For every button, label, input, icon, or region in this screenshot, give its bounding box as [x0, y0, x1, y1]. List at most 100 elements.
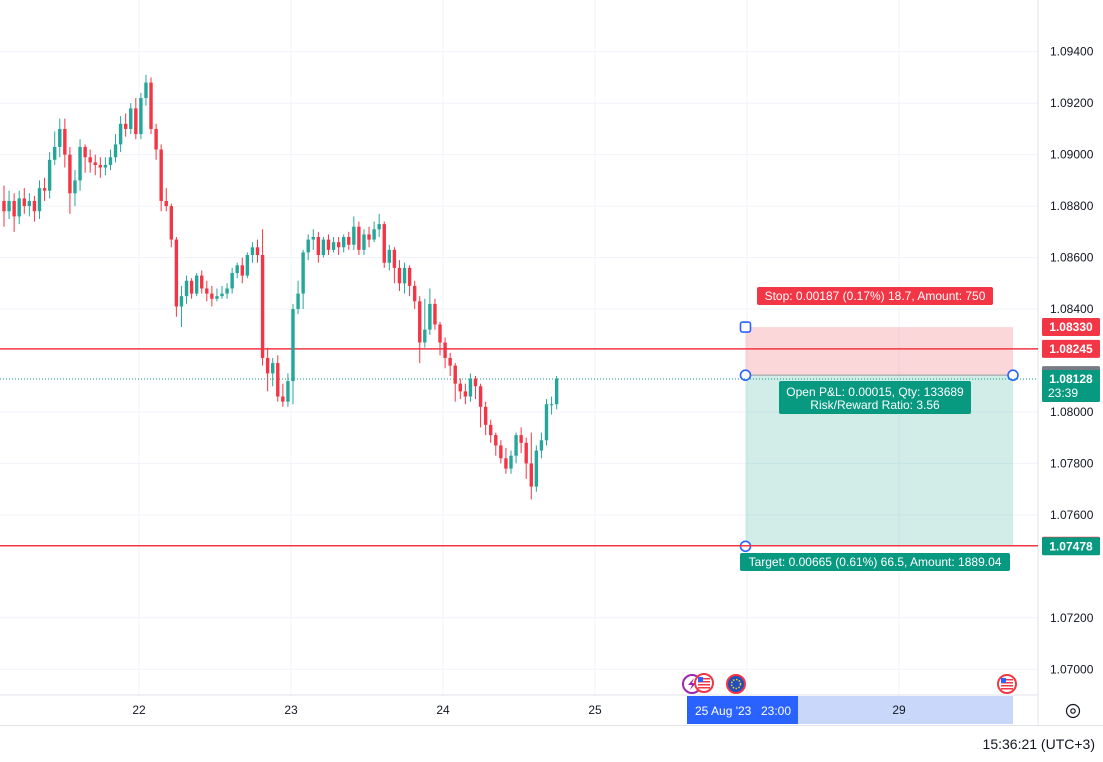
candle[interactable] [22, 188, 26, 214]
candle[interactable] [509, 450, 513, 474]
candle[interactable] [2, 185, 6, 227]
candle[interactable] [179, 285, 184, 328]
candle[interactable] [418, 296, 422, 364]
candle[interactable] [123, 113, 128, 137]
candle[interactable] [276, 355, 280, 402]
candle[interactable] [311, 229, 315, 250]
candle[interactable] [281, 383, 285, 407]
candle[interactable] [352, 216, 356, 250]
candle[interactable] [17, 190, 21, 225]
candle[interactable] [554, 375, 559, 410]
candle[interactable] [286, 373, 290, 407]
candle[interactable] [367, 226, 371, 248]
candle[interactable] [316, 231, 321, 263]
candle[interactable] [189, 278, 194, 299]
candle[interactable] [37, 180, 42, 219]
candle[interactable] [78, 139, 82, 191]
candle[interactable] [473, 375, 478, 400]
candle[interactable] [230, 267, 234, 294]
candle[interactable] [235, 262, 239, 279]
timezone-clock[interactable]: 15:36:21 (UTC+3) [982, 736, 1095, 752]
candle[interactable] [240, 257, 244, 284]
candle[interactable] [98, 157, 103, 178]
candle[interactable] [194, 273, 199, 297]
candle[interactable] [443, 337, 447, 369]
candle[interactable] [265, 347, 270, 392]
candle[interactable] [103, 157, 108, 176]
candle[interactable] [169, 203, 174, 248]
candle[interactable] [139, 92, 143, 140]
candle[interactable] [58, 118, 62, 158]
candle[interactable] [347, 231, 351, 250]
candle[interactable] [412, 280, 417, 310]
entry-handle[interactable] [739, 369, 752, 381]
candle[interactable] [154, 123, 158, 160]
candle[interactable] [7, 190, 11, 219]
candle[interactable] [428, 288, 432, 335]
candle[interactable] [149, 77, 153, 135]
candle[interactable] [499, 440, 503, 464]
candle[interactable] [331, 237, 336, 253]
candle[interactable] [129, 103, 133, 135]
candle[interactable] [402, 262, 407, 294]
candle[interactable] [42, 177, 47, 201]
candle[interactable] [341, 234, 346, 253]
candle[interactable] [296, 280, 300, 315]
candle[interactable] [225, 283, 229, 299]
candle[interactable] [468, 373, 473, 402]
economic-events[interactable] [682, 673, 1017, 694]
width-handle[interactable] [1007, 369, 1019, 381]
candle[interactable] [519, 427, 523, 454]
time-axis[interactable]: 22 23 24 25 29 25 Aug '23 23:00 [132, 696, 1013, 724]
candle[interactable] [47, 152, 52, 199]
candle[interactable] [159, 144, 163, 212]
candle[interactable] [32, 195, 37, 222]
candle[interactable] [377, 213, 381, 237]
candle[interactable] [245, 252, 250, 279]
candle[interactable] [458, 378, 462, 400]
candle[interactable] [250, 242, 255, 263]
candle[interactable] [200, 270, 204, 294]
candle[interactable] [184, 275, 189, 304]
candle[interactable] [534, 445, 539, 492]
candle[interactable] [438, 321, 442, 356]
candle[interactable] [448, 352, 452, 376]
candle[interactable] [301, 249, 305, 310]
us-flag-icon[interactable] [997, 674, 1017, 694]
candle[interactable] [494, 432, 498, 456]
stop-handle[interactable] [739, 321, 752, 333]
candle[interactable] [210, 285, 214, 307]
candle[interactable] [539, 432, 544, 459]
candle[interactable] [93, 154, 97, 176]
candle[interactable] [321, 237, 326, 258]
candle[interactable] [504, 447, 508, 474]
candle[interactable] [271, 357, 275, 387]
candle[interactable] [220, 285, 224, 299]
candle[interactable] [88, 149, 92, 173]
candle[interactable] [83, 144, 87, 173]
candle[interactable] [529, 432, 533, 500]
price-chart[interactable]: Stop: 0.00187 (0.17%) 18.7, Amount: 750 T… [0, 0, 1103, 725]
candle[interactable] [306, 234, 310, 261]
candle[interactable] [108, 149, 113, 171]
candle[interactable] [387, 244, 392, 271]
chart-settings-icon[interactable] [1064, 702, 1082, 720]
candle[interactable] [478, 383, 483, 428]
candle[interactable] [27, 193, 32, 217]
eu-flag-icon[interactable] [726, 674, 746, 694]
candle[interactable] [164, 188, 168, 212]
candle[interactable] [483, 401, 488, 436]
candle[interactable] [113, 134, 118, 163]
candle[interactable] [12, 193, 16, 232]
short-position-tool[interactable]: Stop: 0.00187 (0.17%) 18.7, Amount: 750 T… [739, 287, 1019, 571]
price-axis[interactable]: 1.09400 1.09200 1.09000 1.08800 1.08600 1.084… [1050, 45, 1094, 677]
stop-zone[interactable] [745, 327, 1013, 376]
candle[interactable] [362, 229, 366, 256]
candle[interactable] [291, 303, 295, 405]
candle[interactable] [134, 98, 138, 140]
candle[interactable] [514, 432, 518, 464]
candle[interactable] [326, 234, 331, 256]
candle[interactable] [144, 74, 148, 106]
candle[interactable] [174, 237, 179, 317]
candle[interactable] [489, 419, 493, 443]
